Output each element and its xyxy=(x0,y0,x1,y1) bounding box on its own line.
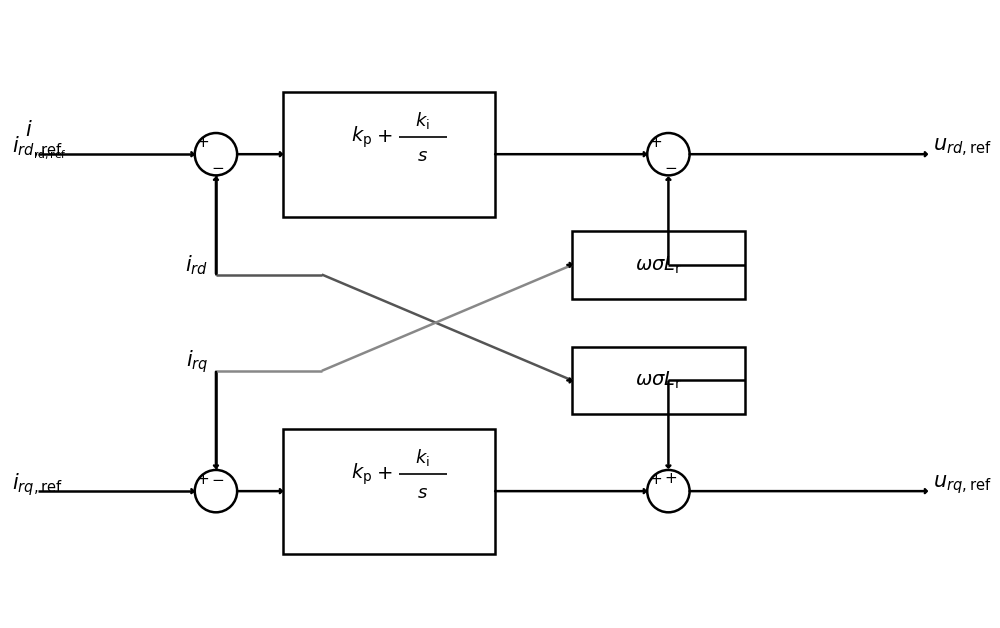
Text: $u_{rd\rm ,ref}$: $u_{rd\rm ,ref}$ xyxy=(933,136,992,158)
FancyBboxPatch shape xyxy=(283,92,495,217)
Text: $i_{rd}$: $i_{rd}$ xyxy=(185,253,208,277)
Text: +: + xyxy=(664,471,677,486)
Text: $-$: $-$ xyxy=(211,160,225,175)
Text: +: + xyxy=(649,135,662,150)
Text: $\omega\sigma L_{\rm r}$: $\omega\sigma L_{\rm r}$ xyxy=(635,254,682,276)
Text: $s$: $s$ xyxy=(417,484,428,502)
FancyBboxPatch shape xyxy=(572,347,745,414)
Text: $-$: $-$ xyxy=(664,160,677,175)
Text: +: + xyxy=(649,472,662,487)
Text: $k_{\rm i}$: $k_{\rm i}$ xyxy=(415,110,430,131)
Text: $_{\rm rd,ref}$: $_{\rm rd,ref}$ xyxy=(33,146,67,161)
Text: $k_{\rm i}$: $k_{\rm i}$ xyxy=(415,447,430,468)
Text: +: + xyxy=(197,472,210,487)
Text: $+$: $+$ xyxy=(376,127,393,146)
Text: $i_{rq}$: $i_{rq}$ xyxy=(186,348,208,374)
Text: $k_{\rm p}$: $k_{\rm p}$ xyxy=(351,461,372,487)
Text: $k_{\rm p}$: $k_{\rm p}$ xyxy=(351,124,372,149)
Text: $i_{rq\rm ,ref}$: $i_{rq\rm ,ref}$ xyxy=(12,471,63,498)
FancyBboxPatch shape xyxy=(283,428,495,554)
Text: $\omega\sigma L_{\rm r}$: $\omega\sigma L_{\rm r}$ xyxy=(635,370,682,391)
Text: $i$: $i$ xyxy=(25,120,33,140)
FancyBboxPatch shape xyxy=(572,231,745,298)
Text: $i_{rd\rm ,ref}$: $i_{rd\rm ,ref}$ xyxy=(12,134,63,161)
Text: $+$: $+$ xyxy=(376,464,393,484)
Text: $s$: $s$ xyxy=(417,147,428,165)
Text: $u_{rq\rm ,ref}$: $u_{rq\rm ,ref}$ xyxy=(933,473,992,495)
Text: $-$: $-$ xyxy=(211,471,225,486)
Text: +: + xyxy=(197,135,210,150)
